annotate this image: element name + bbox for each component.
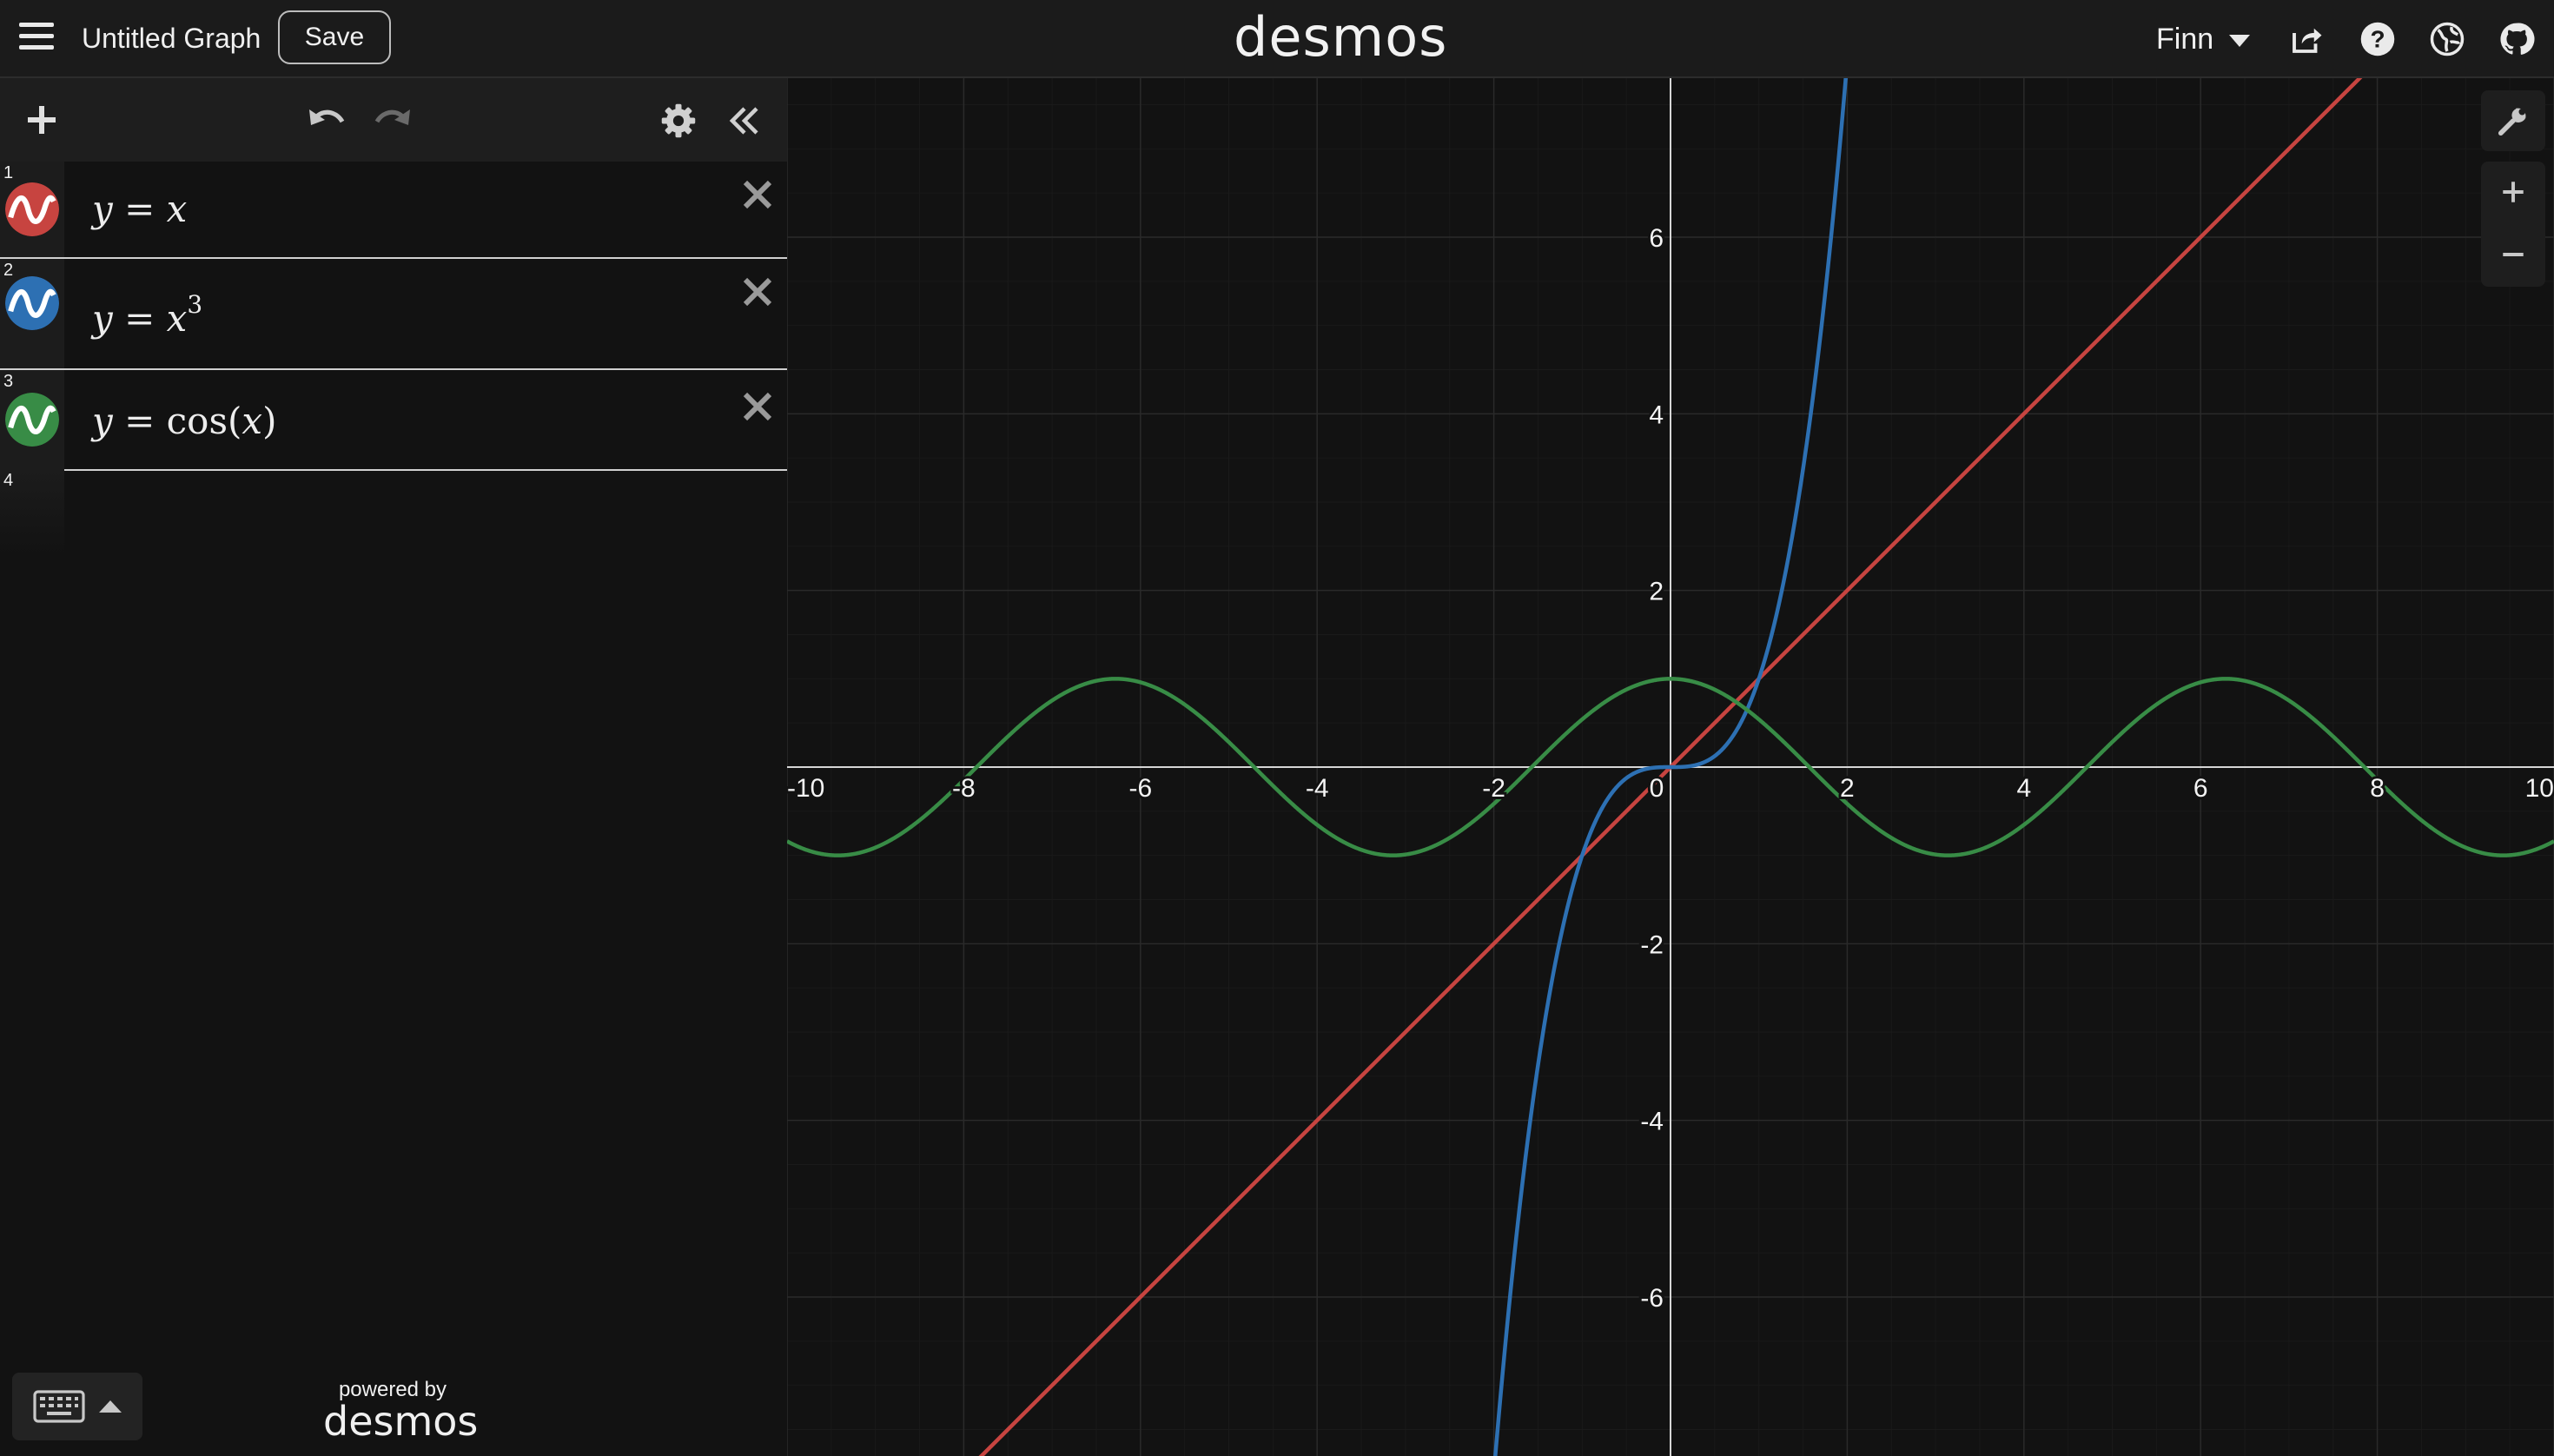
graph-color-icon-blue[interactable]: [5, 276, 59, 330]
math-rhs: x: [166, 297, 188, 340]
math-lhs: y: [92, 400, 113, 442]
expression-row-2[interactable]: 2 y = x3: [0, 259, 787, 370]
x-tick-label: 0: [1650, 774, 1664, 803]
y-tick-label: 4: [1649, 400, 1664, 429]
graph-plot[interactable]: -10 -8 -6 -4 -2 0 2 4 6 8 10 6 4 2 -2 -4 -6: [787, 78, 2554, 1456]
y-tick-label: -2: [1640, 930, 1664, 959]
caret-up-icon: [99, 1400, 122, 1413]
y-tick-label: 6: [1649, 224, 1664, 253]
x-tick-label: -8: [952, 774, 976, 803]
zoom-in-icon[interactable]: [2502, 181, 2524, 203]
math-argument: x: [242, 400, 263, 442]
x-tick-label: 4: [2016, 774, 2031, 803]
expression-number: 2: [3, 261, 14, 280]
redo-icon[interactable]: [372, 103, 414, 137]
x-tick-label: -6: [1128, 774, 1152, 803]
y-tick-label: -4: [1640, 1108, 1664, 1136]
settings-gear-icon[interactable]: [660, 103, 697, 139]
expression-math[interactable]: y = x: [92, 188, 187, 230]
top-bar: Untitled Graph Save desmos Finn ?: [0, 0, 2554, 78]
graph-title[interactable]: Untitled Graph: [82, 23, 261, 54]
powered-by-text: powered by: [338, 1378, 447, 1401]
x-tick-label: 8: [2370, 774, 2385, 803]
math-paren-close: ): [262, 400, 277, 442]
expression-math[interactable]: y = cos(x): [92, 400, 277, 442]
y-tick-label: 2: [1649, 578, 1664, 606]
keyboard-toggle-button[interactable]: [12, 1373, 142, 1440]
expression-list: 1 y = x 2 y = x3 3: [0, 78, 787, 1456]
x-tick-label: -2: [1482, 774, 1505, 803]
delete-expression-icon[interactable]: [740, 177, 775, 212]
expression-list-toolbar: [0, 78, 787, 162]
math-function: cos: [166, 400, 228, 442]
graph-color-icon-red[interactable]: [5, 182, 59, 236]
math-lhs: y: [92, 297, 113, 340]
language-globe-icon[interactable]: [2429, 21, 2465, 57]
math-equals: =: [124, 400, 155, 442]
math-equals: =: [124, 297, 155, 340]
keyboard-icon: [33, 1390, 85, 1423]
x-tick-label: 2: [1840, 774, 1855, 803]
delete-expression-icon[interactable]: [740, 389, 775, 424]
expression-number: 3: [3, 372, 14, 391]
curve-cubic: [1493, 78, 1848, 1456]
x-tick-label: -10: [787, 774, 824, 803]
add-item-icon[interactable]: [24, 103, 59, 137]
github-icon[interactable]: [2498, 21, 2535, 57]
x-tick-label: 10: [2525, 774, 2554, 803]
x-tick-label: -4: [1306, 774, 1329, 803]
math-equals: =: [124, 188, 155, 230]
math-lhs: y: [92, 188, 113, 230]
desmos-logo: desmos: [1234, 5, 1448, 69]
math-paren-open: (: [228, 400, 242, 442]
expression-row-1[interactable]: 1 y = x: [0, 162, 787, 259]
zoom-out-icon[interactable]: [2502, 243, 2524, 266]
expression-row-4[interactable]: 4: [0, 469, 64, 556]
svg-text:?: ?: [2370, 26, 2385, 53]
math-exponent: 3: [187, 290, 203, 319]
save-button[interactable]: Save: [278, 10, 391, 64]
expression-number: 1: [3, 163, 14, 182]
delete-expression-icon[interactable]: [740, 275, 775, 309]
undo-icon[interactable]: [306, 103, 347, 137]
help-icon[interactable]: ?: [2359, 21, 2396, 57]
expression-math[interactable]: y = x3: [92, 290, 202, 340]
y-tick-label: -6: [1640, 1284, 1664, 1313]
graph-canvas[interactable]: -10 -8 -6 -4 -2 0 2 4 6 8 10 6 4 2 -2 -4 -6: [787, 78, 2554, 1456]
powered-by-desmos[interactable]: powered by desmos: [323, 1378, 479, 1445]
user-menu[interactable]: Finn: [2156, 23, 2214, 56]
wrench-icon: [2498, 108, 2526, 136]
powered-by-brand: desmos: [323, 1398, 479, 1445]
expression-number: 4: [3, 471, 14, 490]
collapse-list-icon[interactable]: [726, 103, 763, 139]
caret-down-icon[interactable]: [2229, 35, 2250, 47]
x-tick-label: 6: [2193, 774, 2208, 803]
hamburger-menu-icon[interactable]: [19, 23, 54, 52]
math-rhs: x: [166, 188, 188, 230]
curve-cosine: [787, 677, 2554, 857]
share-icon[interactable]: [2288, 21, 2325, 57]
graph-color-icon-green[interactable]: [5, 393, 59, 447]
expression-row-3[interactable]: 3 y = cos(x): [0, 370, 787, 471]
graph-settings-button[interactable]: [2481, 90, 2545, 151]
zoom-controls: [2481, 162, 2545, 287]
